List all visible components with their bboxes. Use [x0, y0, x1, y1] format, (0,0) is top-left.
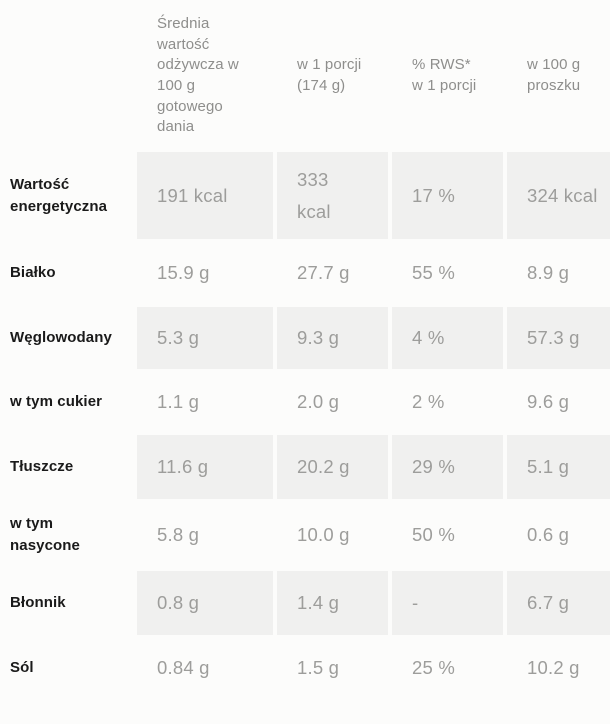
table-row-protein: Białko 15.9 g 27.7 g 55 % 8.9 g [0, 239, 610, 307]
value-cell: 0.8 g [137, 571, 273, 635]
value-cell: 10.2 g [527, 656, 580, 678]
table-row-energy: Wartość energetyczna 191 kcal 333 kcal 1… [0, 152, 610, 239]
value-cell: 20.2 g [277, 435, 388, 499]
table-row-fat: Tłuszcze 11.6 g 20.2 g 29 % 5.1 g [0, 435, 610, 499]
column-header-per-100g-powder: w 100 g proszku [527, 56, 581, 94]
value-cell: 191 kcal [137, 152, 273, 239]
row-label: Sól [10, 658, 34, 676]
value-cell: 2.0 g [297, 391, 340, 413]
row-label: w tym cukier [10, 393, 103, 411]
value-cell: 0.6 g [527, 524, 570, 546]
value-cell: 1.4 g [277, 571, 388, 635]
value-cell: 5.3 g [137, 307, 273, 369]
value-cell: 9.6 g [527, 391, 570, 413]
header-spacer-cell [0, 0, 133, 152]
table-row-salt: Sól 0.84 g 1.5 g 25 % 10.2 g [0, 635, 610, 700]
table-row-carbs: Węglowodany 5.3 g 9.3 g 4 % 57.3 g [0, 307, 610, 369]
column-header-avg-100g-dish: Średnia wartość odżywcza w 100 g gotoweg… [157, 14, 239, 136]
table-header-row: Średnia wartość odżywcza w 100 g gotoweg… [0, 0, 610, 152]
value-cell: 1.5 g [297, 656, 340, 678]
value-cell: 333 kcal [277, 152, 388, 239]
column-header-per-portion: w 1 porcji (174 g) [297, 56, 362, 94]
value-cell: - [392, 571, 503, 635]
row-label: Białko [10, 264, 56, 282]
value-cell: 9.3 g [277, 307, 388, 369]
value-cell: 6.7 g [507, 571, 610, 635]
table-row-sugar: w tym cukier 1.1 g 2.0 g 2 % 9.6 g [0, 369, 610, 435]
value-cell: 55 % [412, 262, 455, 284]
value-cell: 0.84 g [157, 656, 210, 678]
row-label: w tym nasycone [10, 515, 80, 554]
value-cell: 57.3 g [507, 307, 610, 369]
value-cell: 17 % [392, 152, 503, 239]
row-label: Wartość energetyczna [10, 175, 108, 215]
value-cell: 5.1 g [507, 435, 610, 499]
value-cell: 11.6 g [137, 435, 273, 499]
value-cell: 324 kcal [507, 152, 610, 239]
row-label: Węglowodany [10, 329, 112, 347]
table-row-saturated-fat: w tym nasycone 5.8 g 10.0 g 50 % 0.6 g [0, 499, 610, 571]
value-cell: 2 % [412, 391, 445, 413]
value-cell: 5.8 g [157, 524, 200, 546]
value-cell: 4 % [392, 307, 503, 369]
value-cell: 50 % [412, 524, 455, 546]
value-cell: 1.1 g [157, 391, 200, 413]
row-label: Błonnik [10, 594, 66, 612]
value-cell: 10.0 g [297, 524, 350, 546]
value-cell: 27.7 g [297, 262, 350, 284]
value-cell: 29 % [392, 435, 503, 499]
value-cell: 15.9 g [157, 262, 210, 284]
value-cell: 8.9 g [527, 262, 570, 284]
value-cell: 25 % [412, 656, 455, 678]
table-row-fiber: Błonnik 0.8 g 1.4 g - 6.7 g [0, 571, 610, 635]
row-label: Tłuszcze [10, 458, 74, 476]
column-header-rws-per-portion: % RWS* w 1 porcji [412, 56, 477, 94]
